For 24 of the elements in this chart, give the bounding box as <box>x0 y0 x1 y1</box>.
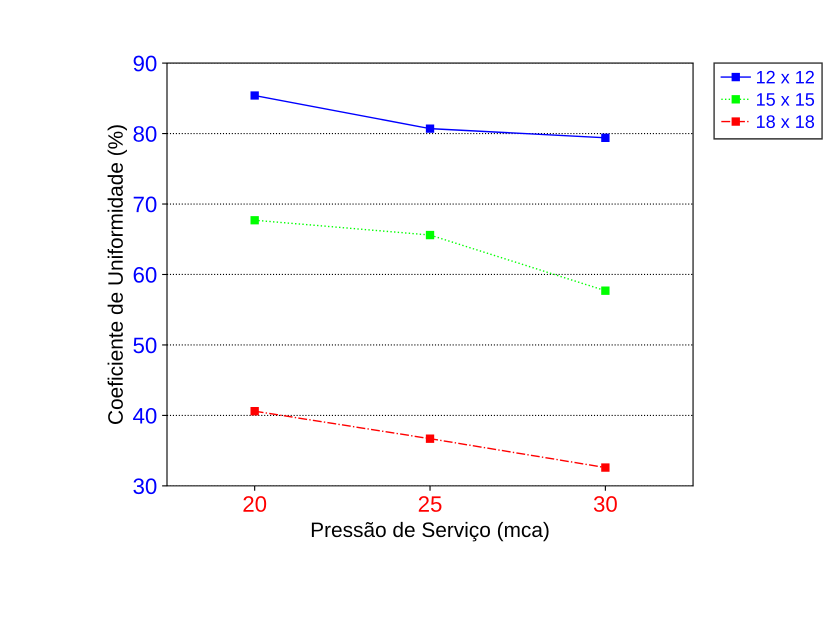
y-tick-label: 80 <box>134 126 156 142</box>
y-tick-label: 90 <box>134 56 156 72</box>
y-axis-title: Coeficiente de Uniformidade (%) <box>108 125 127 424</box>
y-tick-label: 60 <box>134 267 156 283</box>
x-tick-label: 30 <box>594 496 617 512</box>
point <box>601 463 610 472</box>
legend-label: 18 x 18 <box>756 115 814 128</box>
y-tick-label: 30 <box>133 478 156 494</box>
x-tick-label: 20 <box>243 496 266 512</box>
point <box>601 286 610 295</box>
x-tick-label: 25 <box>418 496 442 512</box>
point <box>426 124 434 133</box>
point <box>426 230 434 240</box>
point <box>250 91 259 100</box>
point <box>250 407 259 416</box>
y-tick-label: 50 <box>133 337 156 354</box>
point <box>601 134 610 142</box>
point <box>250 216 259 224</box>
legend-label: 12 x 12 <box>756 70 814 84</box>
point <box>426 434 434 443</box>
y-tick-label: 70 <box>134 196 156 212</box>
legend-label: 15 x 15 <box>756 93 814 106</box>
x-axis-title: Pressão de Serviço (mca) <box>312 522 549 542</box>
y-tick-label: 40 <box>133 408 156 424</box>
